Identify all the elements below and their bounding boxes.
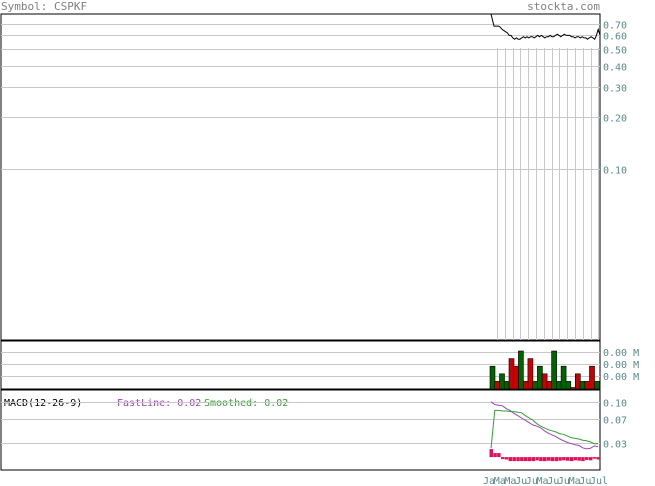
fastline-series — [490, 401, 599, 450]
macd-histogram-bar — [516, 457, 520, 462]
macd-histogram-bar — [508, 457, 513, 462]
macd-histogram-bar — [565, 457, 570, 461]
volume-bar — [537, 365, 543, 390]
macd-histogram-bar — [523, 457, 528, 462]
macd-histogram-bar — [531, 457, 535, 462]
volume-bar — [579, 381, 586, 390]
volume-bar — [522, 381, 529, 390]
volume-tick-label: 0.00 M — [603, 372, 639, 383]
macd-tick-label: 0.10 — [603, 399, 627, 410]
volume-bar — [546, 381, 553, 390]
volume-bar — [518, 350, 524, 390]
date-tick-label: Ju — [526, 476, 538, 486]
macd-histogram-bar — [520, 457, 524, 462]
macd-histogram — [489, 449, 600, 462]
price-tick-label: 0.50 — [603, 46, 627, 57]
site-link[interactable]: stockta.com — [527, 0, 600, 13]
macd-tick-label: 0.07 — [603, 416, 627, 427]
macd-histogram-bar — [539, 457, 543, 462]
volume-bar — [503, 381, 510, 390]
fastline-legend: FastLine: 0.02 — [117, 398, 201, 409]
macd-histogram-bar — [543, 457, 547, 462]
macd-histogram-bar — [546, 457, 551, 461]
volume-bar — [593, 381, 600, 390]
macd-histogram-bar — [501, 457, 505, 460]
macd-histogram-bar — [573, 457, 578, 461]
volume-tick-label: 0.00 M — [603, 348, 639, 359]
price-vertical-grid — [497, 48, 599, 340]
volume-bar — [489, 365, 496, 390]
date-tick-label: Ma — [504, 476, 516, 486]
date-tick-label: Jul — [590, 476, 608, 486]
volume-bars — [489, 350, 600, 390]
price-tick-label: 0.30 — [603, 84, 627, 95]
date-tick-label: Ja — [483, 476, 495, 486]
price-tick-label: 0.10 — [603, 166, 627, 177]
macd-histogram-bar — [585, 457, 589, 460]
volume-bar — [541, 373, 548, 390]
macd-histogram-bar — [577, 457, 581, 461]
volume-bar — [494, 381, 501, 390]
macd-histogram-bar — [558, 457, 562, 461]
macd-histogram-bar — [527, 457, 532, 462]
volume-bar — [551, 350, 557, 390]
macd-histogram-bar — [592, 457, 597, 459]
date-tick-label: Ju — [579, 476, 591, 486]
date-tick-label: Ju — [547, 476, 559, 486]
date-tick-label: Ma — [569, 476, 581, 486]
volume-bar — [499, 373, 505, 390]
macd-histogram-bar — [550, 457, 555, 462]
macd-axis: 0.10 0.07 0.03 — [603, 399, 627, 451]
volume-tick-label: 0.00 M — [603, 360, 639, 371]
macd-histogram-bar — [562, 457, 566, 461]
macd-title: MACD(12-26-9) — [4, 398, 82, 409]
macd-panel: MACD(12-26-9) FastLine: 0.02 Smoothed: 0… — [0, 389, 627, 486]
macd-histogram-bar — [504, 457, 509, 460]
macd-histogram-bar — [554, 457, 558, 462]
volume-bar — [555, 381, 562, 390]
macd-grid — [1, 402, 600, 444]
macd-histogram-bar — [512, 457, 516, 462]
volume-bar — [513, 365, 520, 390]
volume-bar — [560, 365, 567, 390]
price-panel: 0.700.60 0.50 0.40 0.30 0.20 0.10 — [0, 13, 627, 341]
price-tick-label: 0.70 — [603, 21, 627, 32]
volume-axis: 0.00 M0.00 M0.00 M — [603, 348, 639, 383]
macd-histogram-bar — [489, 449, 493, 458]
date-tick-label: Ma — [494, 476, 506, 486]
macd-histogram-bar — [569, 457, 574, 462]
volume-bar — [565, 381, 572, 390]
price-tick-label: 0.20 — [603, 114, 627, 125]
macd-tick-label: 0.03 — [603, 440, 627, 451]
macd-histogram-bar — [497, 453, 501, 458]
volume-bar — [527, 358, 534, 390]
date-tick-label: Ju — [558, 476, 570, 486]
date-tick-label: Ju — [515, 476, 527, 486]
price-tick-label: 0.60 — [603, 32, 627, 43]
volume-bar — [584, 381, 591, 390]
macd-frame — [0, 389, 601, 471]
smoothed-series — [490, 409, 598, 449]
volume-panel: 0.00 M0.00 M0.00 M — [0, 340, 639, 390]
volume-bar — [532, 381, 539, 390]
volume-bar — [570, 387, 576, 390]
macd-histogram-bar — [493, 453, 497, 458]
volume-bar — [574, 373, 581, 390]
macd-histogram-bar — [596, 457, 600, 460]
price-grid — [1, 24, 600, 170]
macd-histogram-bar — [581, 457, 585, 462]
smoothed-legend: Smoothed: 0.02 — [204, 398, 288, 409]
price-line — [490, 13, 601, 40]
macd-histogram-bar — [535, 457, 539, 461]
volume-bar — [508, 358, 515, 390]
date-tick-label: Ma — [537, 476, 549, 486]
price-frame — [0, 13, 601, 341]
price-tick-label: 0.40 — [603, 63, 627, 74]
price-axis: 0.700.60 0.50 0.40 0.30 0.20 0.10 — [603, 21, 627, 177]
symbol-label: Symbol: CSPKF — [1, 0, 88, 13]
volume-bar — [589, 365, 595, 390]
macd-histogram-bar — [588, 457, 593, 461]
